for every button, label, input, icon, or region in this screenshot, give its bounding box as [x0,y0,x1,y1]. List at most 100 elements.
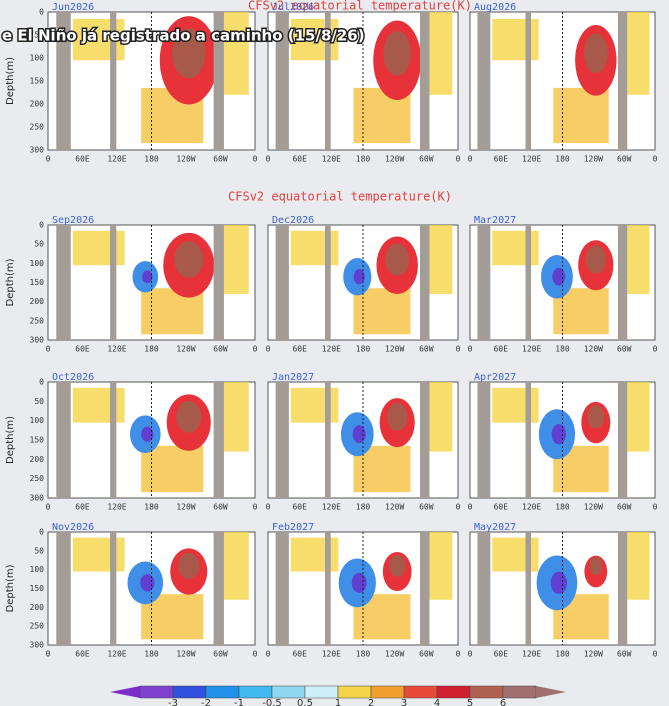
warm-patch [223,225,249,294]
land-band [110,225,117,340]
x-tick-label: 120E [522,650,541,659]
brown-anomaly [587,405,605,429]
panel: Jan2027 0 60E 120E 180 120W 60W 0 [266,372,461,512]
y-axis-label: Depth(m) [5,258,16,306]
x-tick-label: 0 [46,345,51,354]
warm-patch [290,230,339,266]
land-band [420,382,430,498]
y-tick-label: 100 [30,565,45,574]
x-tick-label: 60W [419,155,434,164]
colorbar-swatch [238,685,273,699]
x-tick-label: 60E [292,345,307,354]
warm-patch [553,87,609,144]
panel-label: Sep2026 [52,215,94,226]
warm-patch [627,225,650,294]
x-tick-label: 120W [385,345,404,354]
x-tick-label: 180 [555,345,570,354]
warm-patch [492,387,539,423]
y-tick-label: 250 [30,622,45,631]
video-caption: e El Niño já registrado a caminho (15/8/… [2,27,365,45]
x-tick-label: 60E [292,503,307,512]
brown-anomaly [176,400,202,433]
warm-patch [627,382,650,452]
x-tick-label: 120W [176,155,195,164]
x-tick-label: 60W [213,650,228,659]
y-tick-label: 0 [39,8,44,17]
colorbar-label: 4 [434,698,440,706]
x-tick-label: 180 [555,503,570,512]
x-tick-label: 120W [584,503,603,512]
x-tick-label: 0 [456,155,461,164]
x-tick-label: 60E [494,155,509,164]
warm-patch [429,382,453,452]
land-band [213,12,224,150]
warm-patch [223,12,249,95]
brown-anomaly [385,243,410,276]
panel-label: May2027 [474,522,516,533]
x-tick-label: 180 [356,503,371,512]
land-band [213,532,224,645]
y-tick-label: 250 [30,474,45,483]
y-tick-label: 300 [30,336,45,345]
brown-anomaly [174,241,204,278]
warm-patch [141,445,204,493]
x-tick-label: 60W [419,503,434,512]
land-band [213,225,224,340]
brown-anomaly [178,552,200,579]
brown-anomaly [585,245,606,274]
land-band [525,12,532,150]
colorbar-swatch [271,685,306,699]
land-band [525,382,532,498]
colorbar-label: 5 [467,698,473,706]
x-tick-label: 120E [107,155,126,164]
x-tick-label: 60E [292,650,307,659]
x-tick-label: 120E [107,345,126,354]
x-tick-label: 60E [75,155,90,164]
x-tick-label: 60W [213,345,228,354]
y-tick-label: 100 [30,259,45,268]
x-tick-label: 60E [75,650,90,659]
land-band [325,12,331,150]
y-tick-label: 50 [34,397,44,406]
x-tick-label: 180 [144,503,159,512]
land-band [420,225,430,340]
land-band [420,532,430,645]
blue-core [351,572,367,593]
y-axis-label: Depth(m) [5,416,16,464]
x-tick-label: 0 [253,503,258,512]
colorbar-swatch [469,685,504,699]
y-tick-label: 200 [30,603,45,612]
land-band [56,225,71,340]
land-band [110,532,117,645]
panel-label: Jun2026 [52,2,94,13]
x-tick-label: 0 [456,503,461,512]
x-tick-label: 60W [617,503,632,512]
x-tick-label: 120W [584,155,603,164]
x-tick-label: 0 [653,155,658,164]
land-band [525,225,532,340]
colorbar-label: -3 [168,698,178,706]
x-tick-label: 0 [253,155,258,164]
panel: Apr2027 0 60E 120E 180 120W 60W 0 [468,372,658,512]
panel: Feb2027 0 60E 120E 180 120W 60W 0 [266,522,461,659]
land-band [420,12,430,150]
y-tick-label: 100 [30,416,45,425]
x-tick-label: 0 [253,345,258,354]
warm-patch [627,532,650,600]
x-tick-label: 120W [385,650,404,659]
x-tick-label: 0 [46,650,51,659]
land-band [477,382,491,498]
colorbar-swatch [502,685,537,699]
x-tick-label: 120E [322,345,341,354]
panel: Jul2026 0 60E 120E 180 120W 60W 0 [266,2,461,164]
x-tick-label: 120W [584,650,603,659]
land-band [275,382,289,498]
x-tick-label: 60W [419,650,434,659]
colorbar-label: -2 [201,698,211,706]
x-tick-label: 60W [617,155,632,164]
warm-patch [353,288,411,335]
x-tick-label: 120W [385,155,404,164]
blue-core [552,267,566,286]
land-band [275,12,289,150]
